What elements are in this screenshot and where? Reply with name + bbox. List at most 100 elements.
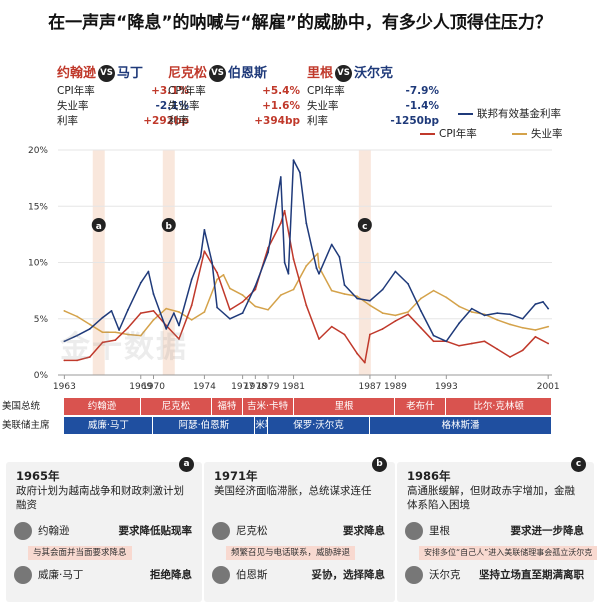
data-point <box>101 331 104 334</box>
data-point <box>254 288 257 291</box>
data-point <box>241 300 244 303</box>
data-point <box>547 307 550 310</box>
data-point <box>547 342 550 345</box>
data-point <box>254 305 257 308</box>
person-stance: 要求降低贴现率 <box>118 525 193 537</box>
data-point <box>283 261 286 264</box>
y-tick-label: 15% <box>28 202 48 212</box>
card-description: 高通胀缓解，但财政赤字增加，金融体系陷入困境 <box>407 485 575 511</box>
page-title: 在一声声“降息”的呐喊与“解雇”的威胁中，有多少人顶得住压力？ <box>48 13 552 33</box>
stat-value: -1.4% <box>405 100 439 112</box>
data-point <box>299 171 301 174</box>
card-note: 频繁召见与电话联系，威胁辞退 <box>226 546 356 560</box>
x-tick-label: 1979 <box>257 382 280 392</box>
data-point <box>521 326 524 329</box>
x-tick-label: 1974 <box>193 382 216 392</box>
card-year: 1986年 <box>407 469 451 483</box>
timeline-label-president: 美国总统 <box>2 401 41 412</box>
stat-value: -2.1% <box>155 100 189 112</box>
data-point <box>432 340 435 343</box>
data-point <box>509 323 511 326</box>
x-tick-label: 1977 <box>231 382 254 392</box>
data-point <box>178 324 180 327</box>
x-tick-label: 2001 <box>537 382 560 392</box>
data-point <box>178 311 180 313</box>
avatar <box>212 522 230 540</box>
person-name: 尼克松 <box>236 525 268 537</box>
data-point <box>152 293 155 295</box>
stat-row: CPI年率 +3.1% <box>57 84 207 99</box>
data-point <box>394 320 397 322</box>
highlight-marker <box>161 218 176 232</box>
vs-badge: VS <box>335 65 353 82</box>
x-tick-label: 1969 <box>129 382 152 392</box>
event-card-1986: c 1986年 高通胀缓解，但财政赤字增加，金融体系陷入困境 里根 要求进一步降… <box>397 457 598 602</box>
data-point <box>152 318 155 321</box>
stat-label: CPI年率 <box>168 85 206 97</box>
data-point <box>458 305 460 308</box>
fed-chair-term-bar: 保罗·沃尔克 <box>268 417 370 434</box>
data-point <box>363 361 366 364</box>
data-point <box>283 209 286 212</box>
data-point <box>292 159 295 162</box>
data-point <box>139 334 142 337</box>
stat-value: -1250bp <box>390 115 439 127</box>
card-description: 美国经济面临滞胀，总统谋求连任 <box>214 485 372 497</box>
data-point <box>521 317 524 320</box>
stat-label: 利率 <box>168 115 189 127</box>
person-name: 约翰逊 <box>38 525 70 537</box>
y-tick-label: 0% <box>34 371 49 381</box>
data-point <box>330 243 333 246</box>
data-point <box>318 272 320 275</box>
card-badge: c <box>571 457 586 472</box>
data-point <box>101 316 104 319</box>
comparison-pair-johnson-martin: 约翰逊 VS 马丁 CPI年率 +3.1% 失业率 -2.1% 利率 +292bp <box>57 64 207 129</box>
data-point <box>127 308 129 311</box>
data-point <box>483 340 486 343</box>
stat-row: CPI年率 -7.9% <box>307 84 457 99</box>
data-point <box>470 307 473 310</box>
data-point <box>165 307 168 310</box>
fed-chair-term-bar: 威廉·马丁 <box>64 417 154 434</box>
pair-header: 约翰逊 VS 马丁 <box>57 64 207 84</box>
stat-label: 失业率 <box>57 100 89 112</box>
x-tick-label: 1981 <box>282 382 305 392</box>
person-name: 伯恩斯 <box>236 569 268 581</box>
data-point <box>190 278 193 281</box>
highlight-marker <box>357 218 372 232</box>
card-note: 与其会面并当面要求降息 <box>28 546 132 560</box>
president-name: 里根 <box>307 66 334 81</box>
data-point <box>534 329 537 331</box>
chair-name: 马丁 <box>117 66 144 81</box>
stat-label: 失业率 <box>307 100 339 112</box>
chart-legend: 联邦有效基金利率 CPI年率 失业率 <box>420 106 595 146</box>
data-point <box>318 266 320 268</box>
data-point <box>338 255 341 258</box>
data-point <box>356 295 359 298</box>
vs-badge: VS <box>98 65 116 82</box>
president-term-bar: 吉米·卡特 <box>242 398 294 415</box>
data-point <box>343 284 346 286</box>
chair-name: 伯恩斯 <box>228 66 268 81</box>
data-point <box>292 258 295 261</box>
president-name: 约翰逊 <box>57 66 97 81</box>
legend-item-cpi: CPI年率 <box>420 126 477 141</box>
stat-value: +3.1% <box>151 85 189 97</box>
data-point <box>110 309 113 312</box>
data-point <box>356 297 359 300</box>
data-point <box>419 326 422 329</box>
data-point <box>521 349 524 352</box>
data-point <box>63 309 66 312</box>
fed-chair-term-bar: 格林斯潘 <box>369 417 552 434</box>
y-tick-label: 10% <box>28 259 48 269</box>
stat-row: 失业率 -2.1% <box>57 99 207 114</box>
x-tick-label: 1993 <box>435 382 458 392</box>
legend-label: 联邦有效基金利率 <box>477 108 561 120</box>
card-badge: a <box>179 457 194 472</box>
legend-label: CPI年率 <box>439 128 477 140</box>
event-card-1965: a 1965年 政府计划为越南战争和财政刺激计划融资 约翰逊 要求降低贴现率 与… <box>6 457 202 602</box>
data-point <box>318 338 320 340</box>
avatar <box>212 566 230 584</box>
data-point <box>101 341 104 344</box>
stat-label: 利率 <box>57 115 78 127</box>
